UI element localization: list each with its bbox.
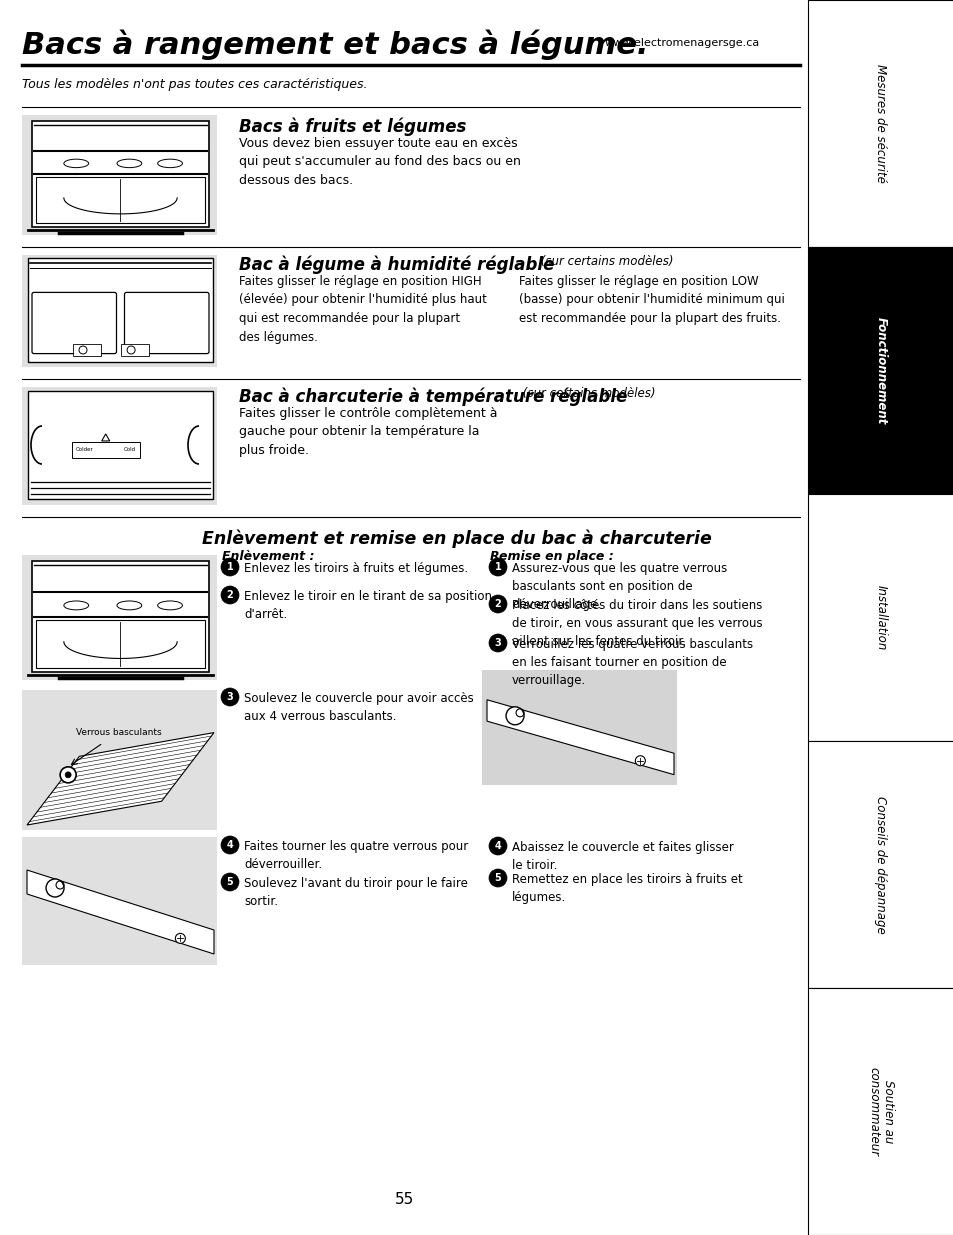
Circle shape <box>489 595 506 613</box>
FancyBboxPatch shape <box>121 345 149 356</box>
Text: Installation: Installation <box>874 585 886 650</box>
FancyBboxPatch shape <box>36 178 205 224</box>
Text: Enlèvement et remise en place du bac à charcuterie: Enlèvement et remise en place du bac à c… <box>202 530 711 548</box>
Circle shape <box>60 767 76 783</box>
Text: Soulevez le couvercle pour avoir accès
aux 4 verrous basculants.: Soulevez le couvercle pour avoir accès a… <box>244 692 474 722</box>
Text: Bac à charcuterie à température réglable: Bac à charcuterie à température réglable <box>239 387 627 405</box>
Text: www.electromenagersge.ca: www.electromenagersge.ca <box>604 38 760 48</box>
Text: 2: 2 <box>494 599 501 609</box>
FancyBboxPatch shape <box>71 442 139 458</box>
Text: 1: 1 <box>494 562 501 572</box>
FancyBboxPatch shape <box>32 121 209 227</box>
FancyBboxPatch shape <box>73 345 101 356</box>
FancyBboxPatch shape <box>807 247 953 494</box>
Text: Tous les modèles n'ont pas toutes ces caractéristiques.: Tous les modèles n'ont pas toutes ces ca… <box>22 78 367 91</box>
Text: Placez les côtés du tiroir dans les soutiens
de tiroir, en vous assurant que les: Placez les côtés du tiroir dans les sout… <box>512 599 761 648</box>
Text: Bac à légume à humidité réglable: Bac à légume à humidité réglable <box>239 254 554 273</box>
Polygon shape <box>27 869 213 953</box>
Text: Bacs à rangement et bacs à légume.: Bacs à rangement et bacs à légume. <box>22 30 648 61</box>
FancyBboxPatch shape <box>22 837 216 965</box>
FancyBboxPatch shape <box>807 988 953 1235</box>
Text: Cold: Cold <box>124 447 135 452</box>
Circle shape <box>221 836 239 853</box>
Circle shape <box>65 772 71 778</box>
Text: Assurez-vous que les quatre verrous
basculants sont en position de
déverrouillag: Assurez-vous que les quatre verrous basc… <box>512 562 726 611</box>
Circle shape <box>221 873 239 890</box>
Text: 5: 5 <box>227 877 233 887</box>
Text: Remise en place :: Remise en place : <box>490 550 613 563</box>
Text: 3: 3 <box>227 692 233 701</box>
Text: Faites glisser le réglage en position HIGH
(élevée) pour obtenir l'humidité plus: Faites glisser le réglage en position HI… <box>239 275 486 343</box>
Circle shape <box>505 706 523 725</box>
Text: Fonctionnement: Fonctionnement <box>874 317 886 424</box>
FancyBboxPatch shape <box>32 561 209 672</box>
Text: 3: 3 <box>494 638 501 648</box>
FancyBboxPatch shape <box>22 254 216 367</box>
Text: Remettez en place les tiroirs à fruits et
légumes.: Remettez en place les tiroirs à fruits e… <box>512 873 742 904</box>
Text: Faites tourner les quatre verrous pour
déverrouiller.: Faites tourner les quatre verrous pour d… <box>244 840 468 871</box>
Text: Enlevez les tiroirs à fruits et légumes.: Enlevez les tiroirs à fruits et légumes. <box>244 562 468 576</box>
Text: Enlevez le tiroir en le tirant de sa position
d'arrêt.: Enlevez le tiroir en le tirant de sa pos… <box>244 590 492 621</box>
FancyBboxPatch shape <box>32 293 116 353</box>
FancyBboxPatch shape <box>807 741 953 988</box>
Circle shape <box>221 688 239 706</box>
Circle shape <box>489 634 506 652</box>
Circle shape <box>127 346 135 354</box>
Text: Faites glisser le réglage en position LOW
(basse) pour obtenir l'humidité minimu: Faites glisser le réglage en position LO… <box>519 275 784 325</box>
Text: Faites glisser le contrôle complètement à
gauche pour obtenir la température la
: Faites glisser le contrôle complètement … <box>239 408 497 457</box>
FancyBboxPatch shape <box>22 387 216 505</box>
Text: Conseils de dépannage: Conseils de dépannage <box>874 795 886 934</box>
Text: Soutien au
consommateur: Soutien au consommateur <box>866 1067 894 1156</box>
FancyBboxPatch shape <box>481 671 677 785</box>
FancyBboxPatch shape <box>22 115 216 235</box>
Polygon shape <box>102 433 110 441</box>
Text: 2: 2 <box>227 590 233 600</box>
Text: Verrouillez les quatre verrous basculants
en les faisant tourner en position de
: Verrouillez les quatre verrous basculant… <box>512 638 752 687</box>
Text: (sur certains modèles): (sur certains modèles) <box>537 254 673 268</box>
Text: Soulevez l'avant du tiroir pour le faire
sortir.: Soulevez l'avant du tiroir pour le faire… <box>244 877 467 908</box>
Text: Verrous basculants: Verrous basculants <box>76 727 162 737</box>
Circle shape <box>79 346 87 354</box>
Text: 55: 55 <box>395 1193 415 1208</box>
FancyBboxPatch shape <box>22 690 216 830</box>
Circle shape <box>489 869 506 887</box>
Circle shape <box>635 756 644 766</box>
Text: (sur certains modèles): (sur certains modèles) <box>518 387 655 400</box>
Circle shape <box>221 558 239 576</box>
Circle shape <box>489 837 506 855</box>
FancyBboxPatch shape <box>125 293 209 353</box>
FancyBboxPatch shape <box>807 494 953 741</box>
FancyBboxPatch shape <box>807 0 953 247</box>
Polygon shape <box>486 700 673 774</box>
Text: Enlèvement :: Enlèvement : <box>222 550 314 563</box>
Text: Abaissez le couvercle et faites glisser
le tiroir.: Abaissez le couvercle et faites glisser … <box>512 841 733 872</box>
Text: 1: 1 <box>227 562 233 572</box>
Polygon shape <box>27 732 213 825</box>
Text: 5: 5 <box>494 873 501 883</box>
Circle shape <box>175 934 185 944</box>
Text: Vous devez bien essuyer toute eau en excès
qui peut s'accumuler au fond des bacs: Vous devez bien essuyer toute eau en exc… <box>239 137 520 186</box>
Text: 4: 4 <box>227 840 233 850</box>
Text: Bacs à fruits et légumes: Bacs à fruits et légumes <box>239 117 466 136</box>
Circle shape <box>221 585 239 604</box>
FancyBboxPatch shape <box>28 391 213 499</box>
Circle shape <box>489 558 506 576</box>
FancyBboxPatch shape <box>22 555 216 680</box>
Text: Mesures de sécurité: Mesures de sécurité <box>874 64 886 183</box>
FancyBboxPatch shape <box>36 620 205 668</box>
Text: 4: 4 <box>494 841 501 851</box>
Circle shape <box>46 879 64 897</box>
Text: Colder: Colder <box>75 447 93 452</box>
FancyBboxPatch shape <box>28 258 213 362</box>
